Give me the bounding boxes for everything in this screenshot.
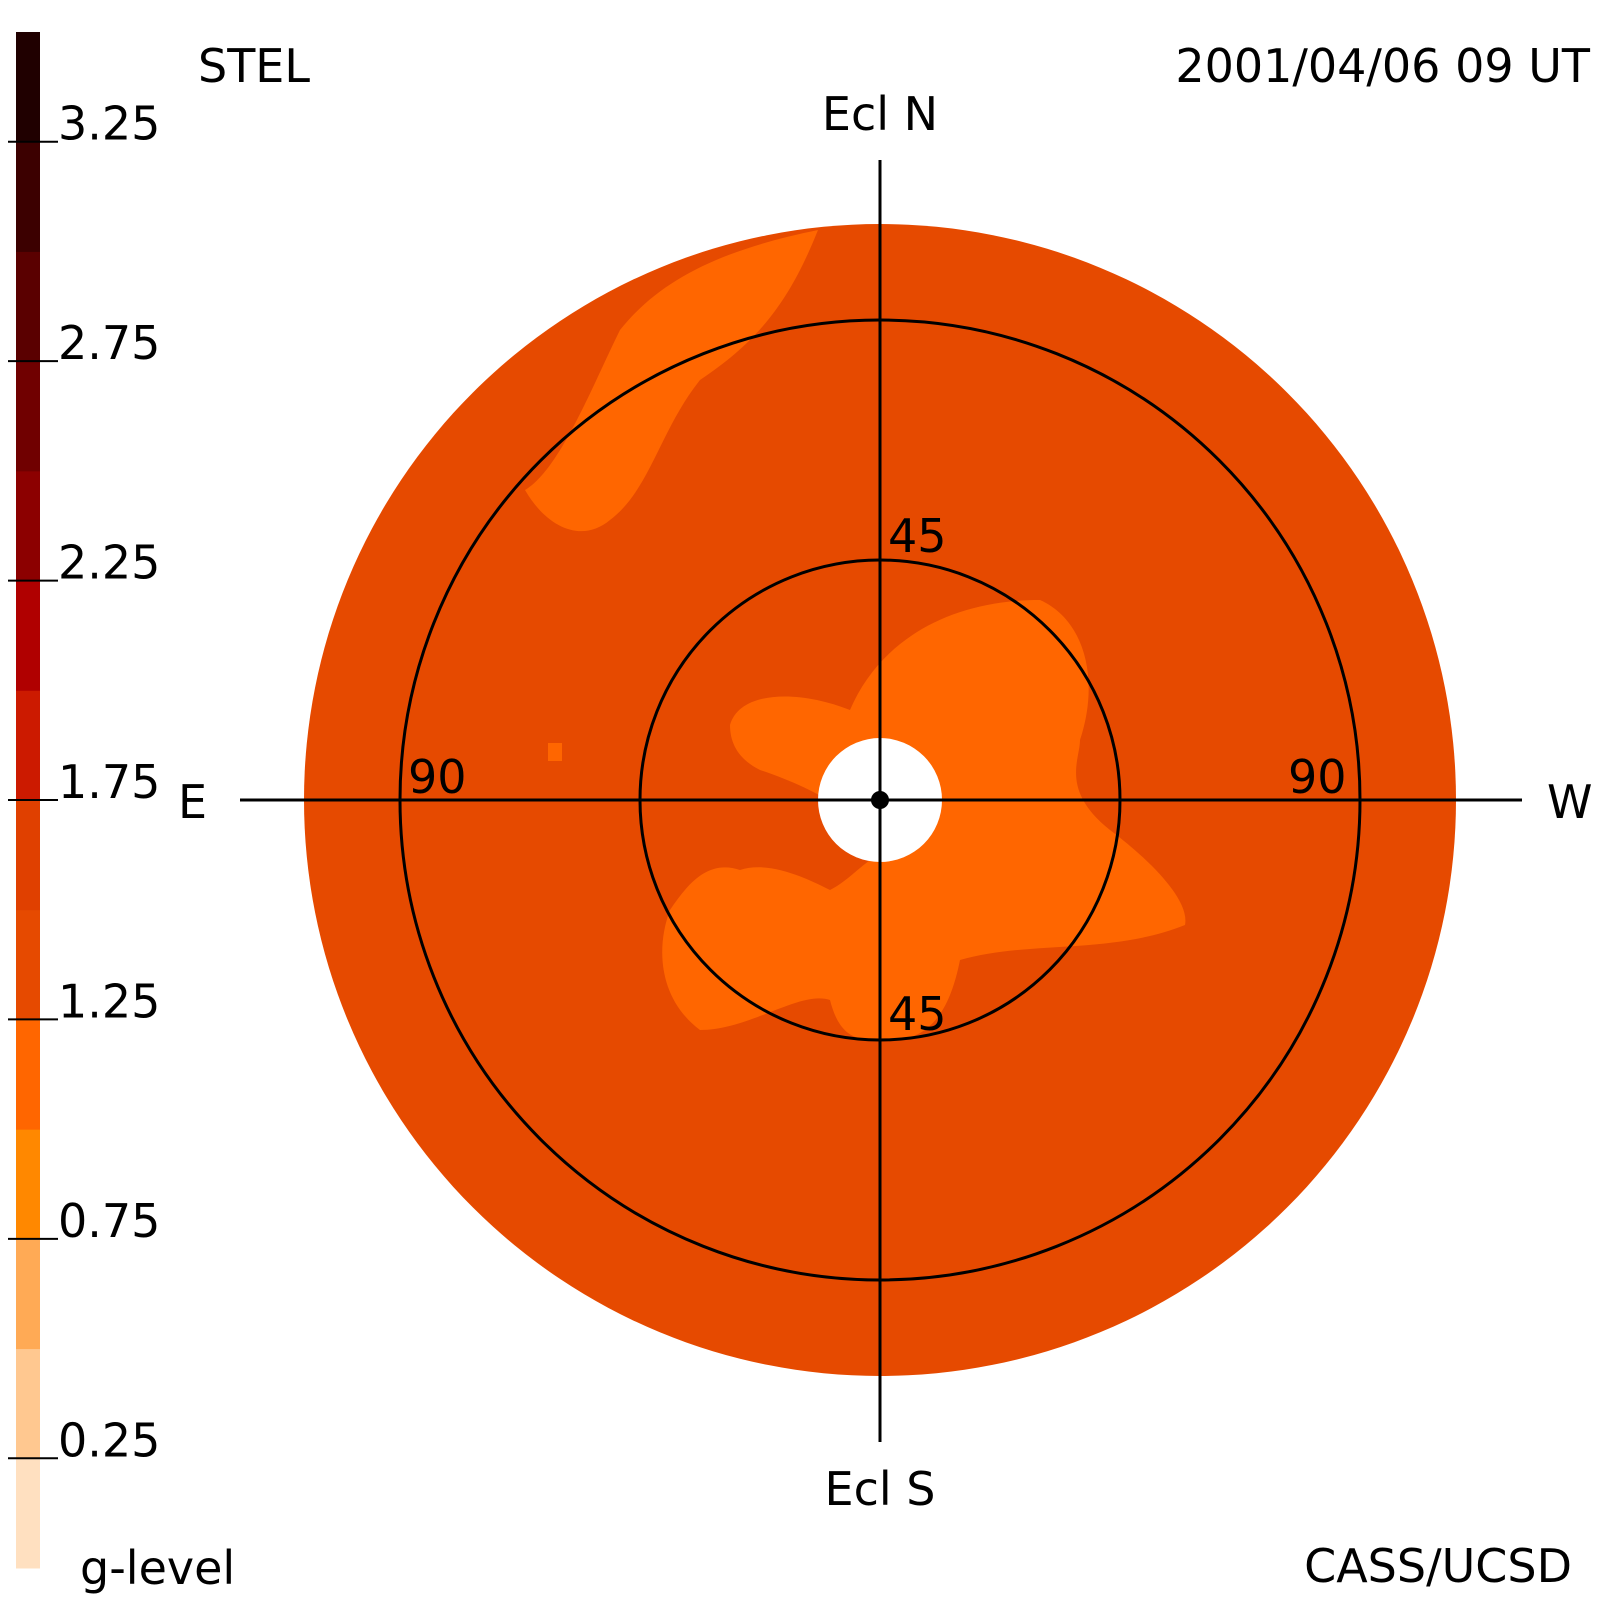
- colorbar-title: g-level: [80, 1541, 235, 1595]
- colorbar-segment: [16, 32, 40, 143]
- ring-label-90-right: 90: [1288, 750, 1347, 804]
- enhanced-region-speck: [548, 743, 562, 761]
- colorbar: 3.25 2.75 2.25 1.75 1.25 0.75 0.25: [8, 32, 160, 1569]
- direction-west-label: W: [1547, 775, 1592, 829]
- observatory-label: STEL: [198, 39, 310, 93]
- colorbar-segment: [16, 251, 40, 362]
- colorbar-segment: [16, 909, 40, 1020]
- colorbar-tick-label: 0.25: [58, 1413, 160, 1467]
- colorbar-tick-label: 2.75: [58, 316, 160, 370]
- direction-north-label: Ecl N: [822, 87, 938, 141]
- colorbar-segment: [16, 1019, 40, 1130]
- colorbar-segment: [16, 470, 40, 582]
- enhanced-region-north-east: [525, 230, 818, 532]
- colorbar-tick-label: 2.25: [58, 536, 160, 590]
- credit-label: CASS/UCSD: [1304, 1539, 1572, 1593]
- colorbar-segment: [16, 1348, 40, 1459]
- ring-label-90-left: 90: [408, 750, 467, 804]
- colorbar-segment: [16, 1238, 40, 1350]
- colorbar-tick-label: 0.75: [58, 1194, 160, 1248]
- ring-label-45-top: 45: [888, 509, 947, 563]
- colorbar-tick-label: 1.75: [58, 755, 160, 809]
- colorbar-segment: [16, 580, 40, 691]
- colorbar-segment: [16, 690, 40, 801]
- colorbar-segment: [16, 1129, 40, 1240]
- direction-east-label: E: [178, 775, 207, 829]
- direction-south-label: Ecl S: [825, 1462, 936, 1516]
- colorbar-segment: [16, 1458, 40, 1569]
- sun-center-dot: [871, 791, 889, 809]
- timestamp-label: 2001/04/06 09 UT: [1175, 39, 1591, 93]
- colorbar-ticks: 3.25 2.75 2.25 1.75 1.25 0.75 0.25: [8, 97, 160, 1467]
- colorbar-segment: [16, 141, 40, 252]
- colorbar-segment: [16, 361, 40, 472]
- colorbar-segment: [16, 800, 40, 911]
- colorbar-tick-label: 3.25: [58, 97, 160, 151]
- ring-label-45-bottom: 45: [888, 987, 947, 1041]
- colorbar-segments: [16, 32, 40, 1569]
- colorbar-tick-label: 1.25: [58, 974, 160, 1028]
